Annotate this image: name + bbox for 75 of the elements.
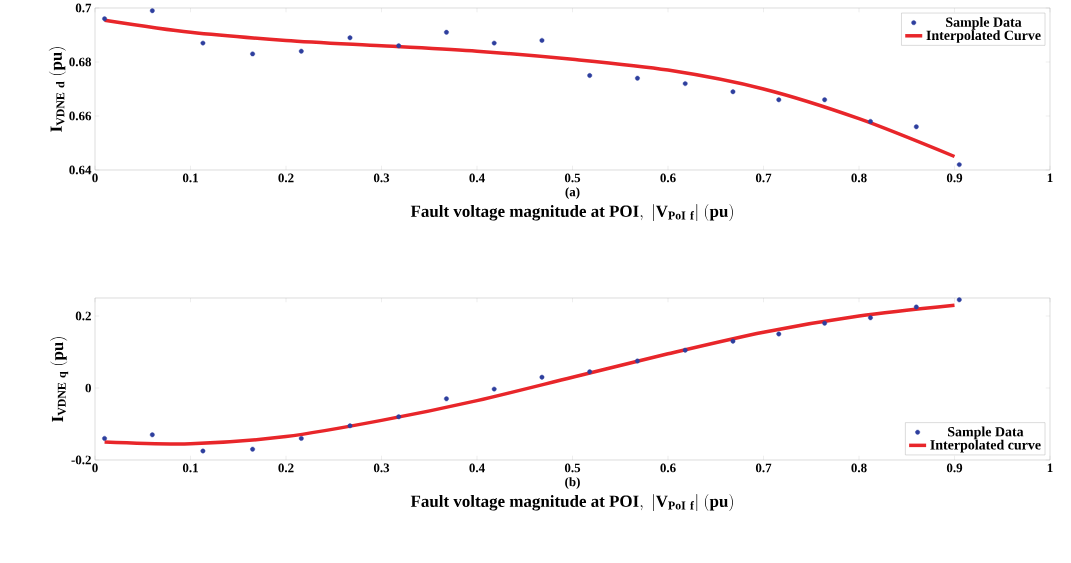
point — [587, 73, 593, 78]
x-tick-label: 0.1 — [182, 463, 198, 473]
x-tick-label: 0.8 — [851, 173, 867, 183]
legend-label: Sample Data — [948, 426, 1024, 440]
point — [250, 51, 255, 57]
point — [730, 89, 736, 95]
point — [682, 81, 688, 86]
point — [102, 16, 107, 22]
point — [913, 304, 919, 310]
x-tick-label: 0.4 — [469, 463, 485, 473]
point — [396, 414, 402, 420]
point — [635, 358, 640, 364]
y-tick-label: 0.2 — [75, 311, 91, 321]
x-tick-label: 0.9 — [946, 463, 963, 473]
point — [776, 331, 782, 337]
x-tick-label: 0.5 — [564, 463, 581, 473]
text: (a) — [565, 187, 580, 199]
x-tick-label: 0.5 — [564, 173, 581, 183]
point — [298, 48, 304, 54]
point — [200, 40, 206, 46]
point — [250, 446, 255, 452]
y-axis-title: $\mathbf{I}_{\mathbf{VDNE\ q}}\ \mathbf{(pu)}$ — [50, 337, 69, 422]
point — [913, 124, 919, 130]
x-tick-label: 0.8 — [851, 463, 867, 473]
text: (b) — [565, 477, 580, 489]
legend-label: Interpolated Curve — [926, 30, 1041, 43]
point — [396, 43, 402, 49]
point — [956, 162, 962, 167]
point — [347, 35, 353, 41]
x-axis-title: $\mathbf{Fault\ voltage\ magnitude\ at\ POI,\ |V_{PoI\ f}|\ (pu)}$ — [410, 203, 733, 222]
y-tick-label: 0 — [85, 383, 91, 393]
x-tick-label: 0.9 — [946, 173, 963, 183]
point — [298, 435, 304, 441]
x-tick-label: 0.6 — [660, 463, 676, 473]
point — [347, 423, 353, 429]
x-tick-label: 0.1 — [182, 173, 198, 183]
point — [444, 396, 449, 402]
point — [730, 338, 736, 344]
x-tick-label: 0.7 — [755, 463, 772, 473]
legend-label: Sample Data — [946, 17, 1022, 30]
point — [868, 119, 873, 124]
y-tick-label: 0.7 — [75, 3, 92, 13]
x-tick-label: 0.3 — [373, 463, 390, 473]
point — [587, 369, 593, 375]
x-tick-label: 0.4 — [469, 173, 485, 183]
y-tick-label: 0.64 — [69, 165, 92, 175]
point — [539, 374, 545, 380]
point — [539, 38, 545, 43]
y-tick-label: 0.68 — [69, 57, 92, 67]
x-tick-label: 0.7 — [755, 173, 772, 183]
point — [491, 386, 497, 392]
point — [149, 432, 155, 438]
point — [822, 97, 828, 103]
x-tick-label: 1 — [1047, 173, 1053, 183]
y-tick-label: -0.2 — [71, 455, 91, 465]
point — [635, 75, 640, 81]
point — [491, 40, 497, 46]
legend-label: Interpolated curve — [930, 439, 1041, 453]
point — [102, 435, 107, 441]
x-tick-label: 0.6 — [660, 173, 676, 183]
point — [444, 29, 449, 35]
point — [956, 297, 962, 303]
x-tick-label: 0.2 — [278, 463, 294, 473]
point — [822, 320, 828, 326]
x-tick-label: 1 — [1047, 463, 1053, 473]
x-tick-label: 0.3 — [373, 173, 390, 183]
point — [682, 347, 688, 353]
y-axis-title: $\mathbf{I}_{\mathbf{VDNE\ d}}\ \mathbf{(pu)}$ — [48, 47, 67, 132]
point — [200, 448, 206, 454]
y-tick-label: 0.66 — [69, 111, 92, 121]
x-tick-label: 0.2 — [278, 173, 294, 183]
x-axis-title: $\mathbf{Fault\ voltage\ magnitude\ at\ POI,\ |V_{PoI\ f}|\ (pu)}$ — [410, 493, 733, 512]
point — [868, 315, 873, 321]
point — [776, 97, 782, 103]
point — [149, 8, 155, 14]
